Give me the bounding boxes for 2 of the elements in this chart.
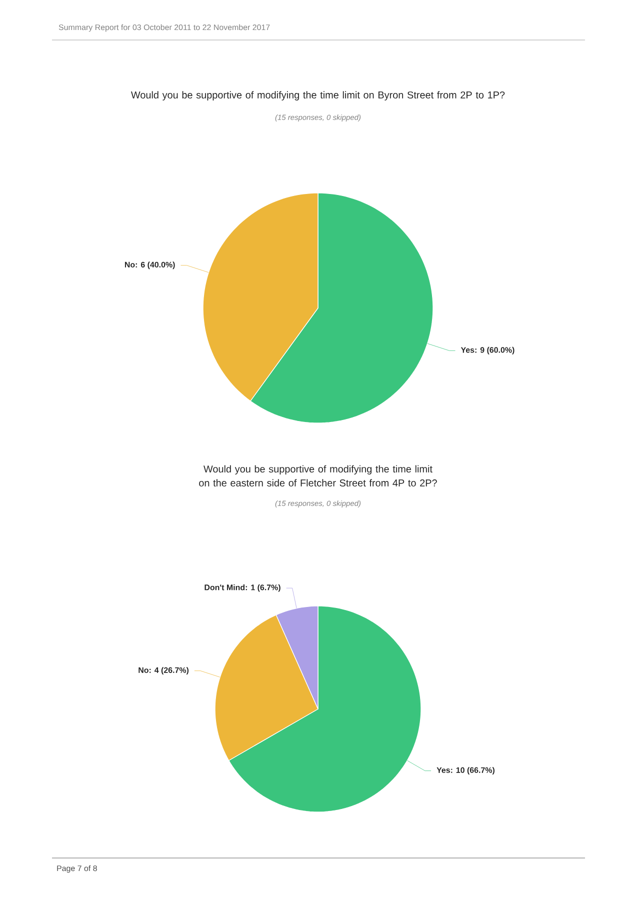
- chart-title: Would you be supportive of modifying the time limit on Byron Street from 2P to 1P?: [130, 91, 505, 100]
- chart-title: Would you be supportive of modifying the time limit on the eastern side of Fletcher Street from 4P to 2P?: [199, 465, 437, 486]
